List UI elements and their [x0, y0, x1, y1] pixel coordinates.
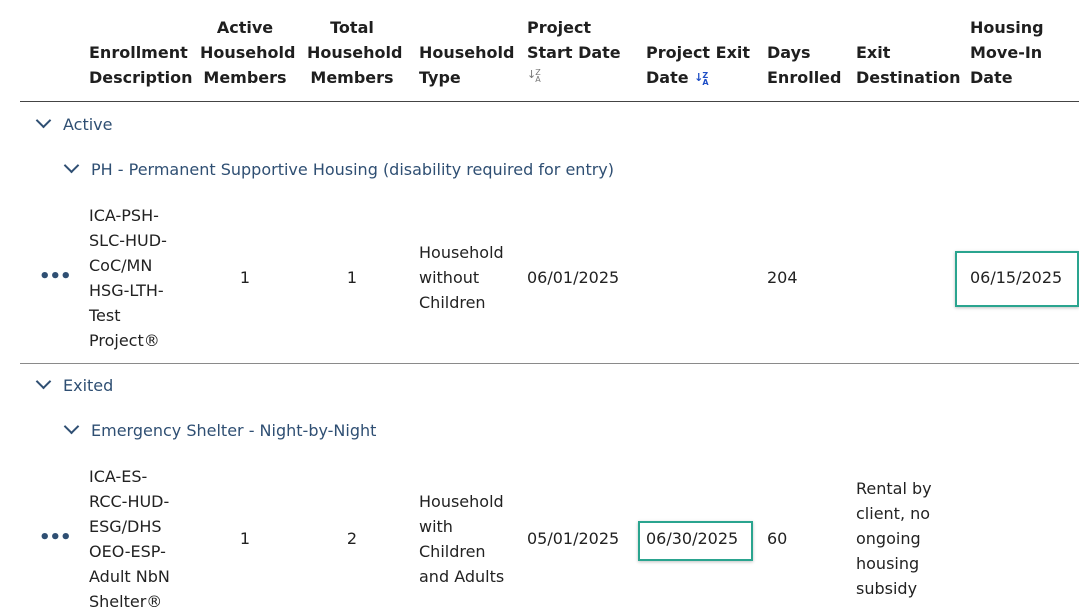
cell-move-in-date: 06/15/2025 [970, 268, 1063, 287]
header-days-enrolled: Days Enrolled [767, 43, 842, 87]
header-housing-move-in-date: Housing Move-In Date [970, 18, 1044, 87]
cell-household-type: Household without Children [419, 243, 504, 312]
sort-icon[interactable]: ↓Z A [527, 67, 541, 84]
row-actions-button[interactable]: ••• [39, 527, 72, 548]
header-project-start-date[interactable]: Project Start Date ↓Z A [527, 15, 627, 84]
chevron-down-icon [35, 112, 52, 129]
header-exit-destination: Exit Destination [856, 43, 961, 87]
cell-enrollment-description[interactable]: ICA-ES-RCC-HUD-ESG/DHS OEO-ESP-Adult NbN… [89, 467, 170, 611]
highlight-box [638, 521, 753, 561]
header-active-household-members: Active Household Members [200, 18, 296, 87]
cell-start-date: 05/01/2025 [527, 529, 620, 548]
cell-active-members: 1 [239, 529, 251, 548]
cell-household-type: Household with Children and Adults [419, 492, 505, 586]
chevron-down-icon [35, 373, 52, 390]
cell-total-members: 2 [346, 529, 358, 548]
header-total-household-members: Total Household Members [307, 18, 403, 87]
chevron-down-icon [63, 418, 80, 435]
header-project-exit-date[interactable]: Project Exit Date ↓Z A [646, 40, 756, 90]
group-label: Active [63, 115, 113, 134]
group-toggle-exited[interactable]: Exited [35, 373, 114, 397]
header-project-exit-date-label: Project Exit Date [646, 43, 751, 87]
header-enrollment-description: Enrollment Description [89, 43, 193, 87]
header-project-start-date-label: Project Start Date [527, 18, 621, 62]
cell-days-enrolled: 204 [767, 268, 798, 287]
cell-start-date: 06/01/2025 [527, 268, 620, 287]
row-actions-button[interactable]: ••• [39, 266, 72, 287]
chevron-down-icon [63, 157, 80, 174]
subgroup-toggle-es[interactable]: Emergency Shelter - Night-by-Night [63, 418, 377, 442]
sort-desc-icon[interactable]: ↓Z A [694, 70, 708, 87]
cell-active-members: 1 [239, 268, 251, 287]
group-label: Exited [63, 376, 114, 395]
row-divider [20, 363, 1079, 364]
cell-total-members: 1 [346, 268, 358, 287]
subgroup-label: Emergency Shelter - Night-by-Night [91, 421, 377, 440]
header-divider [20, 101, 1079, 102]
cell-exit-date: 06/30/2025 [646, 529, 739, 548]
cell-exit-destination: Rental by client, no ongoing housing sub… [856, 479, 932, 598]
header-household-type: Household Type [419, 43, 515, 87]
subgroup-toggle-psh[interactable]: PH - Permanent Supportive Housing (disab… [63, 157, 614, 181]
group-toggle-active[interactable]: Active [35, 112, 113, 136]
cell-days-enrolled: 60 [767, 529, 788, 548]
highlight-box [955, 251, 1079, 307]
subgroup-label: PH - Permanent Supportive Housing (disab… [91, 160, 614, 179]
cell-enrollment-description[interactable]: ICA-PSH-SLC-HUD-CoC/MN HSG-LTH-Test Proj… [89, 206, 167, 350]
